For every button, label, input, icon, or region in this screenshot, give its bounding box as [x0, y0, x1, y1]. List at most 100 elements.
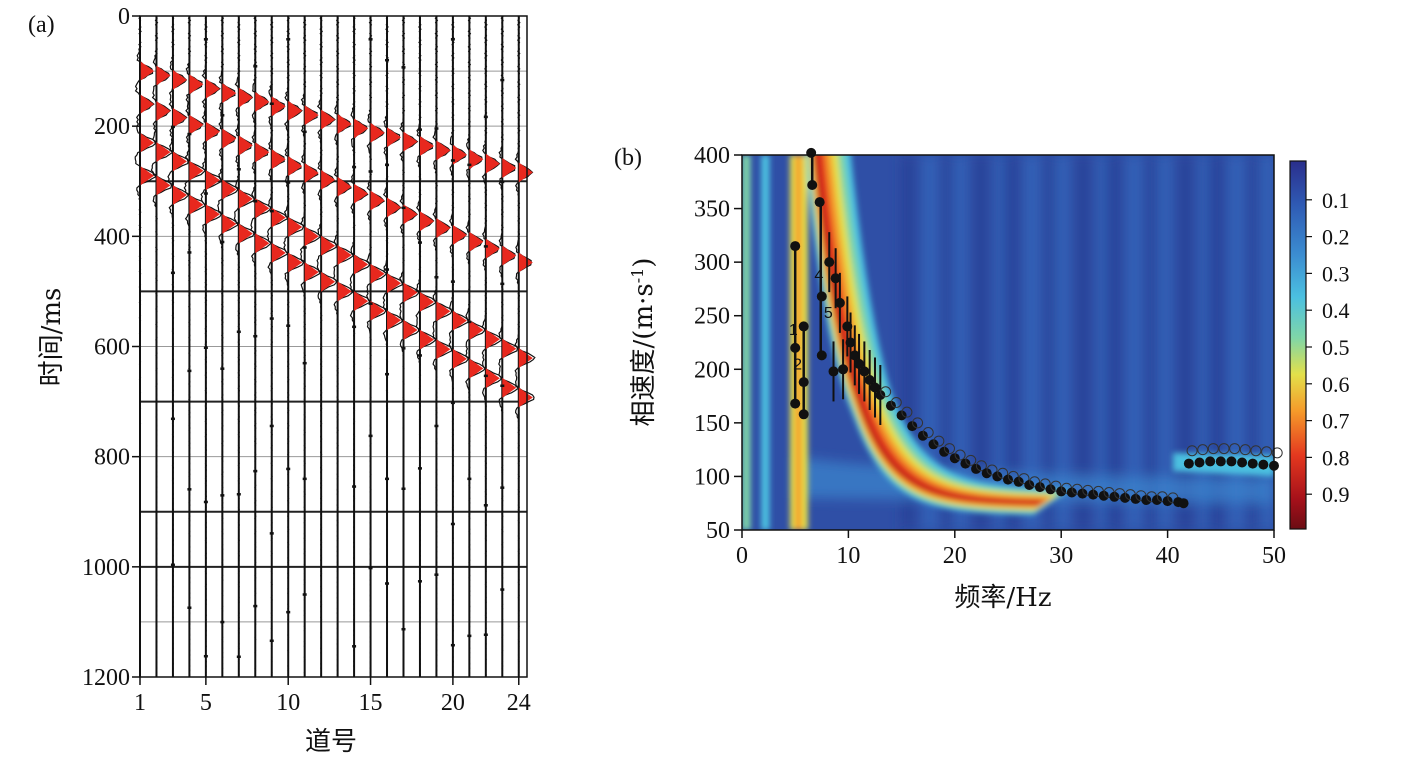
trace-wiggle	[266, 15, 289, 678]
trace-fill	[419, 291, 434, 312]
trace-fill	[387, 127, 401, 148]
pick-mode2	[859, 366, 870, 377]
trace-noise	[352, 165, 357, 169]
trace-noise	[187, 251, 192, 254]
pick-mode3	[1205, 456, 1216, 467]
heatmap-streak	[1003, 155, 1018, 530]
mode-label: 2	[793, 356, 802, 373]
pick-mode2	[845, 337, 856, 348]
trace-wiggle	[250, 15, 273, 678]
trace-fill	[403, 131, 418, 152]
y-tick-label: 250	[694, 304, 730, 330]
pick-mode2	[1024, 480, 1035, 490]
trace-noise	[467, 477, 472, 481]
trace-fill	[436, 218, 451, 238]
y-tick-label: 200	[694, 357, 730, 383]
pick-mode3	[1247, 458, 1258, 469]
pick-mode2	[1109, 491, 1120, 502]
colorbar-tick-label: 0.9	[1322, 482, 1350, 507]
trace-fill	[403, 204, 418, 225]
pick-mode2	[1151, 495, 1162, 505]
pick-mode2	[928, 439, 939, 450]
trace-fill	[370, 263, 385, 284]
trace-noise	[401, 66, 406, 69]
trace-fill	[419, 329, 434, 350]
pick-mode2	[971, 463, 982, 474]
pick-mode2	[992, 471, 1003, 482]
trace-noise	[187, 132, 192, 136]
pick-mode2	[907, 421, 918, 432]
y-tick-label: 1200	[82, 665, 130, 691]
pick-mode1	[790, 241, 801, 252]
pick-ghost	[1271, 447, 1283, 459]
trace-noise	[203, 500, 208, 504]
trace-fill	[452, 225, 467, 245]
trace-wiggle	[332, 15, 355, 678]
heatmap-streak	[1208, 155, 1223, 530]
y-tick-label: 150	[694, 411, 730, 437]
trace-fill	[172, 151, 187, 172]
trace-noise	[170, 271, 175, 275]
trace-noise	[483, 633, 488, 636]
pick-mode3	[1258, 459, 1269, 470]
x-tick-label: 30	[1049, 543, 1073, 569]
pick-mode2	[1088, 489, 1099, 500]
trace-fill	[172, 185, 187, 205]
pick-mode3	[1215, 456, 1226, 467]
trace-noise	[450, 159, 455, 162]
x-tick-label: 20	[441, 690, 465, 716]
y-tick-label: 350	[694, 197, 730, 223]
trace-noise	[203, 346, 208, 349]
pick-ghost	[912, 417, 924, 429]
pick-mode3	[1237, 457, 1248, 468]
trace-noise	[467, 163, 472, 167]
trace-wiggle	[299, 15, 322, 678]
trace-noise	[170, 417, 175, 421]
pick-mode2	[1120, 492, 1131, 503]
pick-ghost	[1250, 445, 1262, 457]
trace-noise	[450, 38, 455, 41]
heatmap-streak	[973, 155, 988, 530]
pick-mode2	[1013, 476, 1024, 487]
trace-fill	[337, 114, 352, 134]
pick-ghost	[986, 464, 998, 476]
pick-mode2	[834, 297, 845, 308]
pick-mode2	[806, 147, 817, 158]
trace-fill	[337, 281, 352, 302]
trace-fill	[452, 310, 467, 331]
trace-noise	[286, 610, 291, 614]
trace-noise	[253, 469, 258, 473]
trace-noise	[220, 494, 225, 497]
panel-a-label: (a)	[28, 12, 55, 38]
energy-ridge	[813, 155, 1048, 506]
trace-fill	[436, 301, 451, 322]
trace-fill	[370, 300, 385, 321]
y-tick-label: 800	[94, 445, 130, 471]
x-tick-label: 5	[200, 690, 212, 716]
trace-fill	[354, 254, 369, 275]
pick-mode2	[875, 390, 886, 400]
trace-fill	[271, 242, 286, 263]
trace-fill	[156, 142, 171, 162]
trace-fill	[304, 105, 319, 126]
trace-noise	[236, 330, 241, 334]
panel-a-xlabel: 道号	[305, 727, 357, 757]
pick-mode1	[798, 377, 809, 388]
trace-fill	[205, 170, 220, 191]
trace-fill	[321, 109, 336, 130]
pick-ghost	[1029, 476, 1041, 488]
trace-fill	[502, 158, 517, 178]
trace-fill	[156, 175, 171, 196]
trace-noise	[467, 634, 472, 638]
trace-wiggle	[382, 15, 404, 678]
x-tick-label: 15	[359, 690, 383, 716]
pick-ghost	[901, 406, 913, 418]
panel-b-xlabel: 频率/Hz	[954, 583, 1051, 613]
trace-fill	[354, 183, 369, 204]
pick-mode2	[816, 350, 827, 361]
pick-mode2	[1003, 474, 1013, 485]
trace-fill	[271, 149, 286, 170]
pick-mode2	[1066, 487, 1077, 498]
trace-noise	[385, 58, 390, 62]
trace-fill	[321, 271, 336, 292]
